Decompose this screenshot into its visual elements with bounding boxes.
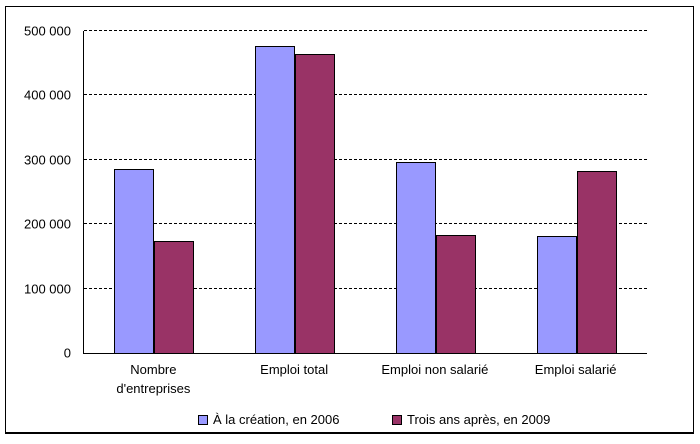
plot-area xyxy=(83,30,647,354)
category-label-2: Emploi total xyxy=(224,360,365,379)
y-axis: 0 100 000 200 000 300 000 400 000 500 000 xyxy=(0,25,71,360)
category-label-line: d'entreprises xyxy=(116,381,191,396)
bar-group-2 xyxy=(225,31,366,353)
bar-series1-cat2 xyxy=(255,45,296,353)
category-label-line: Emploi non salarié xyxy=(381,362,489,377)
bar-series2-cat4 xyxy=(576,171,617,353)
y-tick-label: 200 000 xyxy=(24,216,71,232)
category-label-line: Nombre xyxy=(130,362,177,377)
legend-item-1: À la création, en 2006 xyxy=(198,412,339,427)
category-label-4: Emploi salarié xyxy=(505,360,646,379)
y-tick-label: 0 xyxy=(63,345,71,361)
category-label-line: Emploi total xyxy=(260,362,329,377)
y-tick-label: 100 000 xyxy=(24,281,71,297)
y-tick-label: 400 000 xyxy=(24,87,71,103)
gridline-100000 xyxy=(84,287,647,289)
bar-series2-cat2 xyxy=(295,53,336,353)
bar-series1-cat3 xyxy=(395,162,436,353)
bar-group-1 xyxy=(84,31,225,353)
bar-series2-cat3 xyxy=(435,235,476,353)
category-label-1: Nombre d'entreprises xyxy=(83,360,224,398)
legend-item-2: Trois ans après, en 2009 xyxy=(392,412,550,427)
bar-series1-cat1 xyxy=(114,169,155,353)
bar-group-3 xyxy=(366,31,507,353)
gridline-500000 xyxy=(84,30,647,31)
bar-group-4 xyxy=(506,31,647,353)
legend: À la création, en 2006 Trois ans après, e… xyxy=(0,412,700,428)
gridline-400000 xyxy=(84,94,647,96)
category-label-line: Emploi salarié xyxy=(534,362,617,377)
bar-series1-cat4 xyxy=(536,236,577,353)
legend-swatch-icon xyxy=(392,414,402,425)
category-label-3: Emploi non salarié xyxy=(365,360,506,379)
y-tick-label: 300 000 xyxy=(24,152,71,168)
legend-swatch-icon xyxy=(198,414,208,425)
legend-label: À la création, en 2006 xyxy=(213,412,340,427)
bar-series2-cat1 xyxy=(154,240,195,353)
legend-label: Trois ans après, en 2009 xyxy=(407,412,551,427)
x-axis-labels: Nombre d'entreprises Emploi total Emploi no… xyxy=(83,360,646,402)
gridline-200000 xyxy=(84,223,647,225)
y-tick-label: 500 000 xyxy=(24,23,71,39)
gridline-300000 xyxy=(84,158,647,160)
